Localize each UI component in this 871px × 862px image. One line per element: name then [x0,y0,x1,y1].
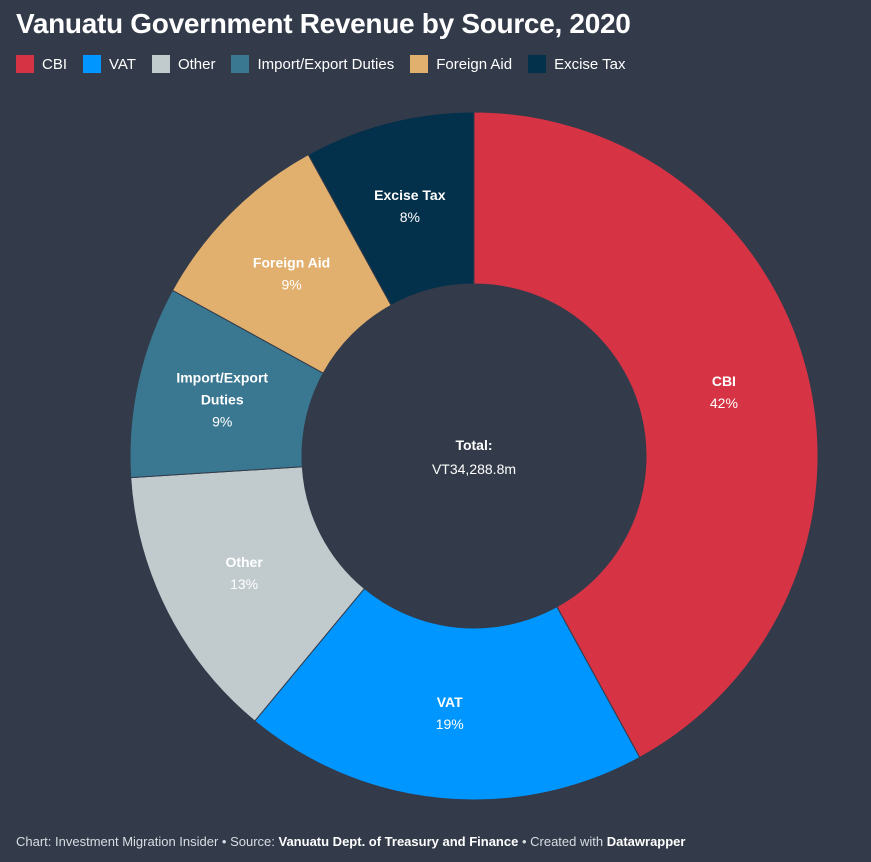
donut-chart: CBI 42% VAT 19% Other 13% Import/Export Duties 9… [129,111,819,801]
legend-label: Import/Export Duties [257,55,395,73]
slice-label: Excise Tax [374,187,446,203]
footer-credit: Chart: Investment Migration Insider • So… [16,834,279,849]
legend-item: Import/Export Duties [231,55,394,73]
slice-label: Foreign Aid [253,255,330,271]
legend: CBI VAT Other Import/Export Duties Foreign A… [16,55,626,73]
legend-item: Excise Tax [528,55,626,73]
chart-title: Vanuatu Government Revenue by Source, 20… [16,8,631,39]
legend-label: VAT [109,55,136,73]
donut-hole [302,284,646,628]
slice-value-label: 8% [400,209,420,225]
legend-label: Foreign Aid [436,55,513,73]
slice-value-label: 42% [710,395,738,411]
center-label: Total: [455,437,492,453]
legend-item: Other [151,55,216,73]
slice-value-label: 9% [212,414,232,430]
legend-item: CBI [16,55,67,73]
slice-label: Duties [201,392,244,408]
footer-tool: Datawrapper [606,834,686,849]
footer-middle: • Created with [518,834,607,849]
center-value: VT34,288.8m [432,461,516,477]
slice-label: Import/Export [176,370,268,386]
slice-label: Other [225,554,263,570]
slice-value-label: 9% [281,277,301,293]
legend-label: Excise Tax [554,55,626,73]
legend-label: CBI [42,55,68,73]
legend-swatch [410,55,429,73]
slice-label: VAT [437,694,463,710]
footer-source: Vanuatu Dept. of Treasury and Finance [278,834,519,849]
legend-item: Foreign Aid [410,55,512,73]
chart-footer: Chart: Investment Migration Insider • So… [16,834,685,849]
slice-value-label: 19% [436,716,464,732]
legend-label: Other [177,55,216,73]
legend-swatch [528,55,547,73]
legend-swatch [151,55,170,73]
legend-swatch [16,55,34,73]
slice-value-label: 13% [230,576,258,592]
slice-label: CBI [712,373,736,389]
legend-item: VAT [83,55,136,73]
legend-swatch [231,55,250,73]
legend-swatch [83,55,102,73]
